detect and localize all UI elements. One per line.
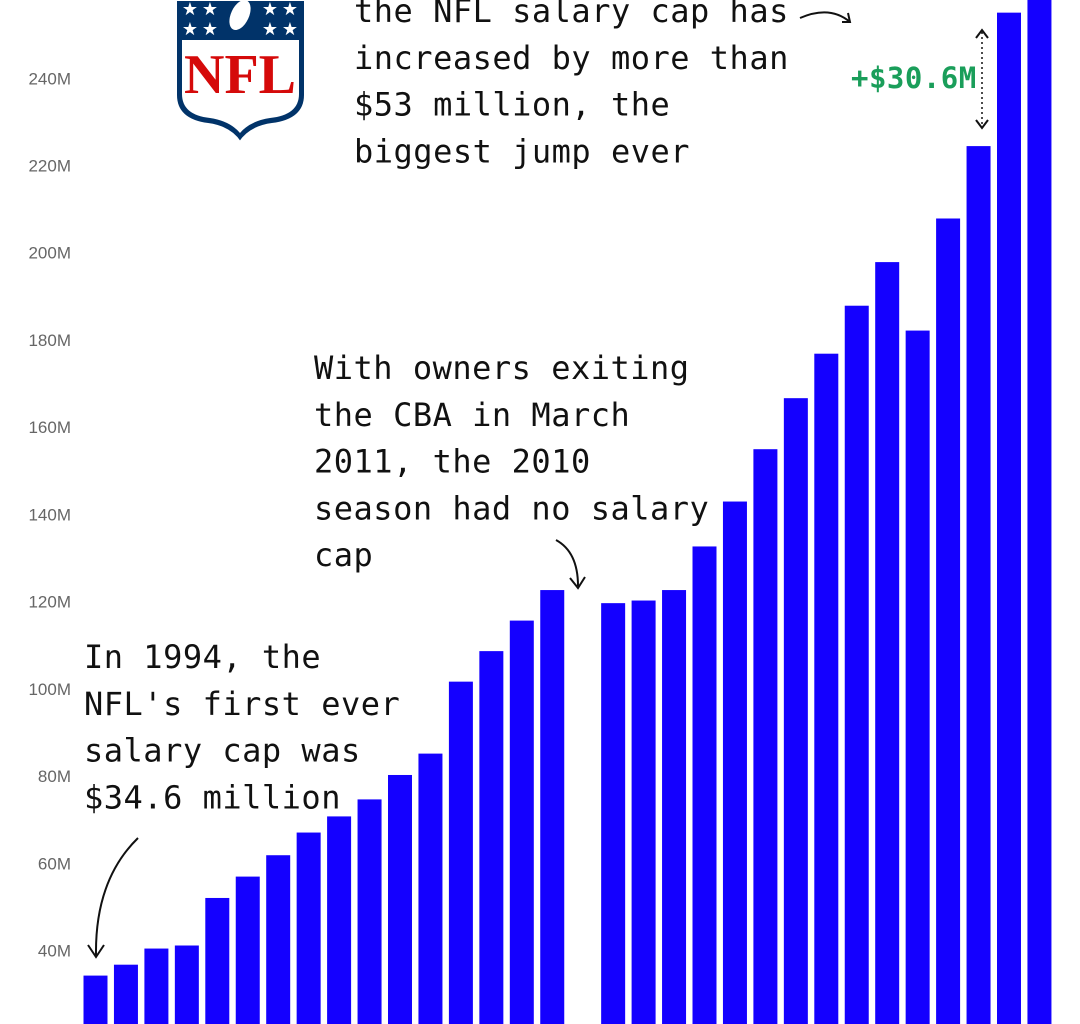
- y-tick-label: 80M: [38, 767, 71, 786]
- annotation-line: In 1994, the: [84, 638, 321, 676]
- jump-marker: [975, 28, 989, 130]
- annotation-line: biggest jump ever: [354, 132, 690, 170]
- bar: [235, 876, 260, 1024]
- annotation-line: 2011, the 2010: [314, 443, 591, 481]
- bar: [966, 146, 991, 1024]
- bar: [905, 330, 930, 1024]
- arrow-top: [799, 11, 852, 23]
- bar: [266, 855, 291, 1024]
- bar: [509, 620, 534, 1024]
- annotation-line: NFL's first ever: [84, 685, 400, 723]
- bar: [296, 832, 321, 1024]
- logo-text: NFL: [184, 44, 296, 106]
- y-tick-label: 200M: [28, 244, 71, 263]
- bar: [722, 501, 747, 1024]
- bar: [814, 353, 839, 1024]
- bar: [631, 600, 656, 1024]
- bar: [601, 603, 626, 1024]
- bar: [448, 681, 473, 1024]
- svg-text:★: ★: [262, 0, 278, 19]
- y-tick-label: 120M: [28, 593, 71, 612]
- bar: [388, 774, 412, 1024]
- bar: [997, 12, 1021, 1024]
- svg-text:★: ★: [282, 0, 298, 19]
- bar: [936, 218, 961, 1024]
- annotation-line: season had no salary: [314, 489, 709, 527]
- svg-text:★: ★: [282, 19, 298, 39]
- annotation-line: salary cap was: [84, 732, 361, 770]
- bar: [844, 305, 869, 1024]
- y-tick-label: 240M: [28, 69, 71, 88]
- bar: [753, 449, 778, 1024]
- bar: [113, 964, 138, 1024]
- bar: [357, 799, 382, 1024]
- annotation-line: increased by more than: [354, 39, 789, 77]
- bar: [205, 897, 230, 1024]
- bar: [1027, 0, 1052, 1024]
- bar: [692, 546, 717, 1024]
- y-tick-label: 140M: [28, 505, 71, 524]
- annotation-line: cap: [314, 536, 373, 574]
- y-tick-label: 160M: [28, 418, 71, 437]
- annotation-line: the CBA in March: [314, 396, 630, 434]
- bar: [662, 590, 687, 1024]
- bar: [540, 590, 565, 1024]
- arrow-middle: [555, 539, 586, 590]
- annotation-line: $34.6 million: [84, 778, 341, 816]
- bar: [783, 398, 808, 1024]
- svg-text:★: ★: [182, 0, 198, 19]
- svg-text:★: ★: [182, 19, 198, 39]
- svg-text:★: ★: [202, 0, 218, 19]
- y-tick-label: 220M: [28, 157, 71, 176]
- svg-text:★: ★: [262, 19, 278, 39]
- bar: [174, 945, 199, 1024]
- nfl-logo: ★ ★ ★ ★ ★ ★ ★ ★ NFL: [175, 0, 306, 144]
- y-tick-label: 180M: [28, 331, 71, 350]
- y-tick-label: 100M: [28, 680, 71, 699]
- y-tick-label: 40M: [38, 942, 71, 961]
- arrow-bottom: [87, 837, 139, 959]
- bar: [83, 975, 108, 1024]
- y-tick-label: 60M: [38, 854, 71, 873]
- svg-text:★: ★: [202, 19, 218, 39]
- annotation-line: the NFL salary cap has: [354, 0, 789, 30]
- bar: [479, 651, 504, 1024]
- bar: [875, 262, 900, 1024]
- annotation-line: $53 million, the: [354, 86, 670, 124]
- bar: [144, 948, 169, 1024]
- jump-label: +$30.6M: [851, 61, 977, 95]
- annotation-line: With owners exiting: [314, 349, 690, 387]
- bar: [418, 753, 443, 1024]
- bar: [327, 816, 352, 1024]
